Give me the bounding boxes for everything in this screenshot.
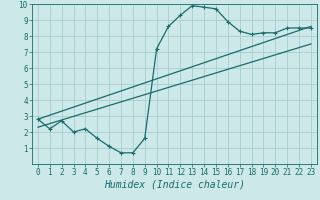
X-axis label: Humidex (Indice chaleur): Humidex (Indice chaleur) xyxy=(104,180,245,190)
